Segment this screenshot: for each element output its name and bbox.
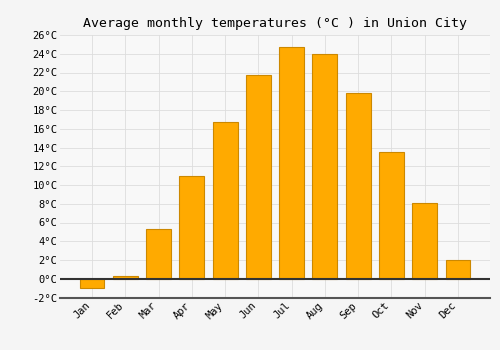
Bar <box>180 176 204 279</box>
Bar <box>446 260 470 279</box>
Bar <box>146 229 171 279</box>
Bar <box>346 93 370 279</box>
Bar <box>80 279 104 288</box>
Bar <box>312 54 338 279</box>
Bar <box>412 203 437 279</box>
Title: Average monthly temperatures (°C ) in Union City: Average monthly temperatures (°C ) in Un… <box>83 17 467 30</box>
Bar <box>246 75 271 279</box>
Bar <box>212 122 238 279</box>
Bar <box>279 47 304 279</box>
Bar <box>113 276 138 279</box>
Bar <box>379 152 404 279</box>
